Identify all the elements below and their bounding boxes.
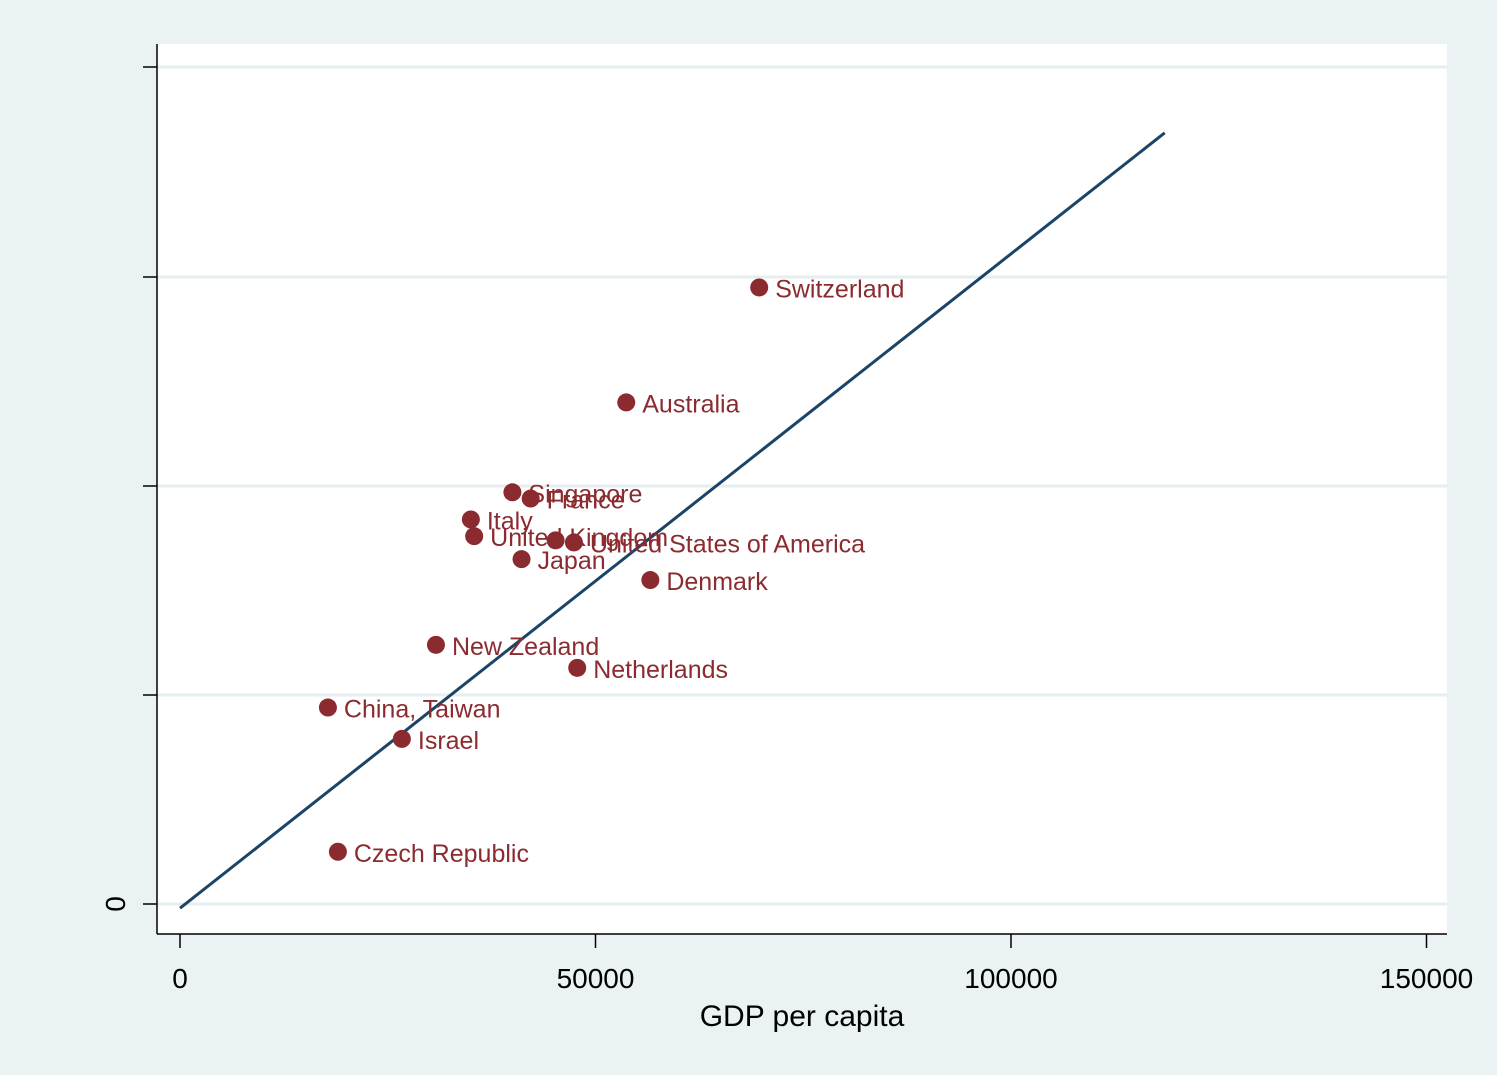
point-united-states-of-america — [564, 533, 583, 552]
point-label-united-states-of-america: United States of America — [590, 530, 865, 558]
point-label-france: France — [547, 487, 625, 515]
point-label-netherlands: Netherlands — [593, 656, 728, 684]
axes: 0 0 50000 100000 150000 — [100, 44, 1473, 994]
point-united-kingdom — [465, 527, 484, 546]
fit-line-group — [179, 131, 1166, 910]
point-israel — [392, 729, 411, 748]
point-label-switzerland: Switzerland — [775, 275, 904, 303]
point-label-italy: Italy — [487, 507, 533, 535]
point-label-new-zealand: New Zealand — [452, 633, 599, 661]
point-singapore — [503, 483, 522, 502]
point-australia — [617, 393, 636, 412]
point-label-singapore: Singapore — [528, 480, 642, 508]
x-tick-label: 50000 — [557, 963, 635, 994]
point-label-israel: Israel — [418, 727, 479, 755]
y-tick-label: 0 — [100, 896, 131, 912]
gridlines — [157, 65, 1447, 906]
point-new-zealand — [426, 635, 445, 654]
data-points — [318, 278, 769, 861]
point-label-united-kingdom: United Kingdom — [490, 524, 668, 552]
point-label-japan: Japan — [538, 547, 606, 575]
point-switzerland — [750, 278, 769, 297]
point-label-australia: Australia — [642, 390, 739, 418]
plot-area — [157, 44, 1447, 934]
point-label-china-taiwan: China, Taiwan — [344, 696, 501, 724]
x-tick-label: 150000 — [1380, 963, 1473, 994]
point-denmark — [641, 571, 660, 590]
point-unlabeled-0 — [546, 531, 565, 550]
point-japan — [512, 550, 531, 569]
point-france — [521, 489, 540, 508]
point-china-taiwan — [318, 698, 337, 717]
x-tick-label: 0 — [172, 963, 188, 994]
x-tick-label: 100000 — [964, 963, 1057, 994]
point-italy — [461, 510, 480, 529]
point-label-denmark: Denmark — [666, 568, 768, 596]
point-label-czech-republic: Czech Republic — [354, 840, 529, 868]
x-axis-title: GDP per capita — [700, 1000, 905, 1033]
point-netherlands — [568, 658, 587, 677]
point-czech-republic — [328, 842, 347, 861]
fit-line — [179, 131, 1166, 910]
